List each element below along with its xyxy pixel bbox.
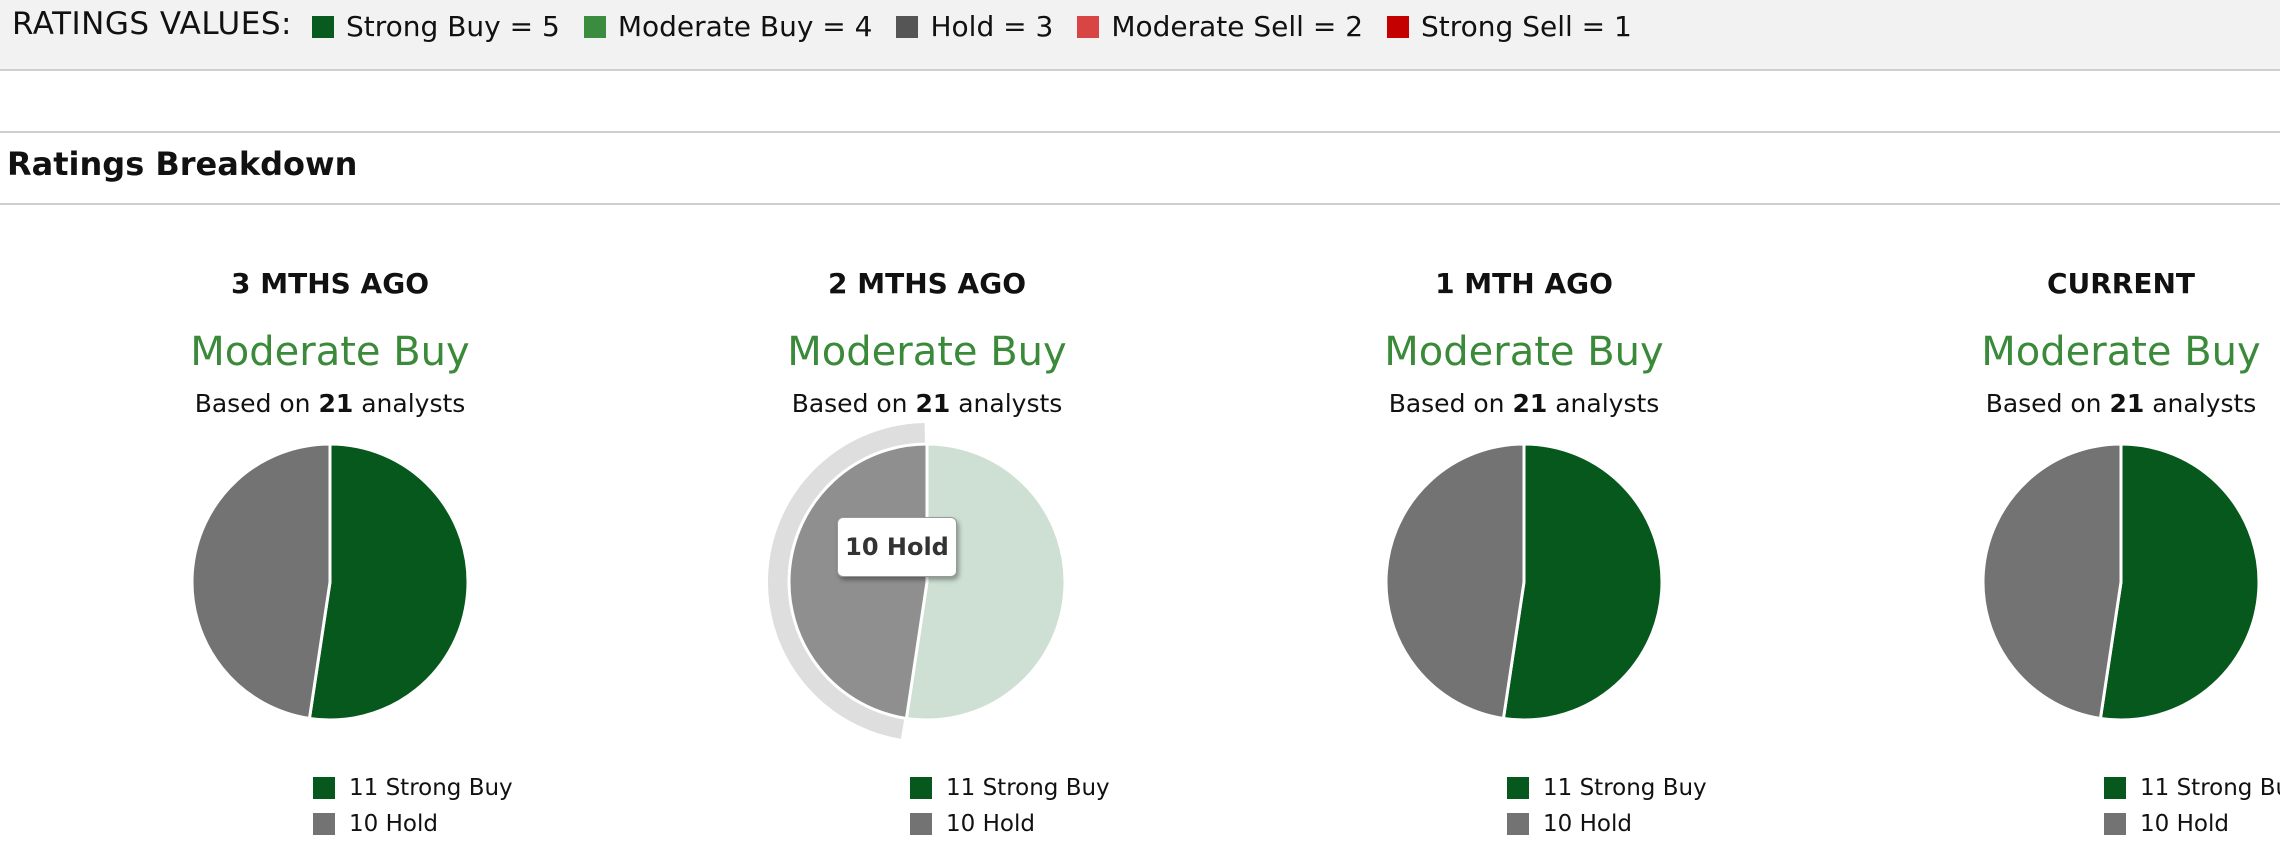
hold-swatch bbox=[313, 813, 335, 835]
panel-2-months-ago: 2 MTHS AGO Moderate Buy Based on 21 anal… bbox=[667, 262, 1187, 848]
pie-legend-row-strong-buy[interactable]: 11 Strong Buy bbox=[910, 770, 1110, 806]
strong-sell-label: Strong Sell = 1 bbox=[1421, 10, 1632, 43]
pie-legend-row-hold[interactable]: 10 Hold bbox=[1507, 806, 1707, 842]
pie-slice-strong-buy[interactable] bbox=[904, 442, 1067, 722]
analyst-count-text: Based on 21 analysts bbox=[1861, 386, 2280, 422]
strong-buy-label: Strong Buy = 5 bbox=[346, 10, 560, 43]
legend-hold: Hold = 3 bbox=[896, 10, 1053, 43]
consensus-rating: Moderate Buy bbox=[190, 329, 470, 375]
moderate-sell-swatch bbox=[1077, 15, 1100, 38]
based-prefix: Based on bbox=[194, 389, 311, 418]
analyst-count: 21 bbox=[318, 389, 354, 418]
analyst-count: 21 bbox=[2109, 389, 2145, 418]
based-suffix: analysts bbox=[1555, 389, 1660, 418]
hold-swatch bbox=[1507, 813, 1529, 835]
pie-legend-row-hold[interactable]: 10 Hold bbox=[910, 806, 1110, 842]
pie-chart-container bbox=[1374, 432, 1674, 732]
pie-legend: 11 Strong Buy 10 Hold bbox=[2104, 770, 2280, 842]
period-title: CURRENT bbox=[2046, 267, 2196, 300]
pie-legend-label: 10 Hold bbox=[349, 811, 438, 837]
moderate-sell-label: Moderate Sell = 2 bbox=[1111, 10, 1364, 43]
pie-legend-label: 10 Hold bbox=[2140, 811, 2229, 837]
pie-legend-row-strong-buy[interactable]: 11 Strong Buy bbox=[313, 770, 513, 806]
pie-legend-row-strong-buy[interactable]: 11 Strong Buy bbox=[2104, 770, 2280, 806]
based-prefix: Based on bbox=[791, 389, 908, 418]
pie-legend-label: 11 Strong Buy bbox=[1543, 775, 1707, 801]
pie-chart[interactable] bbox=[1374, 432, 1674, 732]
strong-sell-swatch bbox=[1387, 15, 1410, 38]
pie-legend-row-hold[interactable]: 10 Hold bbox=[313, 806, 513, 842]
legend-moderate-buy: Moderate Buy = 4 bbox=[583, 10, 873, 43]
pie-legend-label: 11 Strong Buy bbox=[2140, 775, 2280, 801]
moderate-buy-swatch bbox=[583, 15, 606, 38]
pie-slice-strong-buy[interactable] bbox=[1501, 442, 1664, 722]
pie-slice-hold[interactable] bbox=[1981, 442, 2123, 720]
panel-1-month-ago: 1 MTH AGO Moderate Buy Based on 21 analy… bbox=[1264, 262, 1784, 848]
based-suffix: analysts bbox=[361, 389, 466, 418]
pie-chart[interactable] bbox=[180, 432, 480, 732]
strong-buy-swatch bbox=[910, 777, 932, 799]
based-prefix: Based on bbox=[1388, 389, 1505, 418]
section-title: Ratings Breakdown bbox=[7, 145, 358, 183]
pie-chart[interactable] bbox=[768, 423, 1077, 739]
period-title: 1 MTH AGO bbox=[1435, 267, 1613, 300]
pie-tooltip: 10 Hold bbox=[837, 517, 957, 577]
strong-buy-swatch bbox=[313, 777, 335, 799]
analyst-count-text: Based on 21 analysts bbox=[1264, 386, 1784, 422]
pie-slice-hold[interactable] bbox=[190, 442, 332, 720]
moderate-buy-label: Moderate Buy = 4 bbox=[617, 10, 873, 43]
pie-legend-label: 11 Strong Buy bbox=[946, 775, 1110, 801]
pie-slice-hold[interactable] bbox=[1384, 442, 1526, 720]
pie-slice-hold[interactable] bbox=[787, 442, 929, 720]
period-title: 2 MTHS AGO bbox=[828, 267, 1026, 300]
ratings-values-bar: RATINGS VALUES: Strong Buy = 5 Moderate … bbox=[0, 0, 2280, 71]
consensus-rating: Moderate Buy bbox=[1981, 329, 2261, 375]
hover-halo bbox=[768, 423, 925, 739]
hold-swatch bbox=[896, 15, 919, 38]
pie-legend-row-hold[interactable]: 10 Hold bbox=[2104, 806, 2280, 842]
pie-chart-container bbox=[180, 432, 480, 732]
analyst-count-text: Based on 21 analysts bbox=[70, 386, 590, 422]
based-suffix: analysts bbox=[2152, 389, 2257, 418]
pie-slice-strong-buy[interactable] bbox=[2098, 442, 2261, 722]
consensus-rating: Moderate Buy bbox=[787, 329, 1067, 375]
pie-legend-label: 11 Strong Buy bbox=[349, 775, 513, 801]
hold-label: Hold = 3 bbox=[930, 10, 1054, 43]
hold-swatch bbox=[910, 813, 932, 835]
analyst-count-text: Based on 21 analysts bbox=[667, 386, 1187, 422]
hold-swatch bbox=[2104, 813, 2126, 835]
ratings-values-legend: Strong Buy = 5 Moderate Buy = 4 Hold = 3… bbox=[312, 10, 1656, 43]
period-title: 3 MTHS AGO bbox=[231, 267, 429, 300]
pie-legend-row-strong-buy[interactable]: 11 Strong Buy bbox=[1507, 770, 1707, 806]
pie-legend: 11 Strong Buy 10 Hold bbox=[313, 770, 513, 842]
pie-legend-label: 10 Hold bbox=[1543, 811, 1632, 837]
strong-buy-swatch bbox=[312, 15, 334, 38]
based-prefix: Based on bbox=[1985, 389, 2102, 418]
section-divider bbox=[0, 203, 2280, 205]
legend-strong-sell: Strong Sell = 1 bbox=[1387, 10, 1632, 43]
consensus-rating: Moderate Buy bbox=[1384, 329, 1664, 375]
pie-chart-container bbox=[1971, 432, 2271, 732]
analyst-count: 21 bbox=[915, 389, 951, 418]
legend-moderate-sell: Moderate Sell = 2 bbox=[1077, 10, 1363, 43]
pie-chart[interactable] bbox=[1971, 432, 2271, 732]
ratings-values-title: RATINGS VALUES: bbox=[12, 6, 292, 42]
pie-chart-container: 10 Hold bbox=[768, 423, 1077, 739]
based-suffix: analysts bbox=[958, 389, 1063, 418]
pie-slice-strong-buy[interactable] bbox=[307, 442, 470, 722]
panel-current: CURRENT Moderate Buy Based on 21 analyst… bbox=[1861, 262, 2280, 848]
strong-buy-swatch bbox=[2104, 777, 2126, 799]
pie-legend: 11 Strong Buy 10 Hold bbox=[910, 770, 1110, 842]
analyst-count: 21 bbox=[1512, 389, 1548, 418]
pie-legend-label: 10 Hold bbox=[946, 811, 1035, 837]
spacer-band bbox=[0, 71, 2280, 133]
panel-3-months-ago: 3 MTHS AGO Moderate Buy Based on 21 anal… bbox=[70, 262, 590, 848]
strong-buy-swatch bbox=[1507, 777, 1529, 799]
legend-strong-buy: Strong Buy = 5 bbox=[312, 10, 560, 43]
pie-legend: 11 Strong Buy 10 Hold bbox=[1507, 770, 1707, 842]
